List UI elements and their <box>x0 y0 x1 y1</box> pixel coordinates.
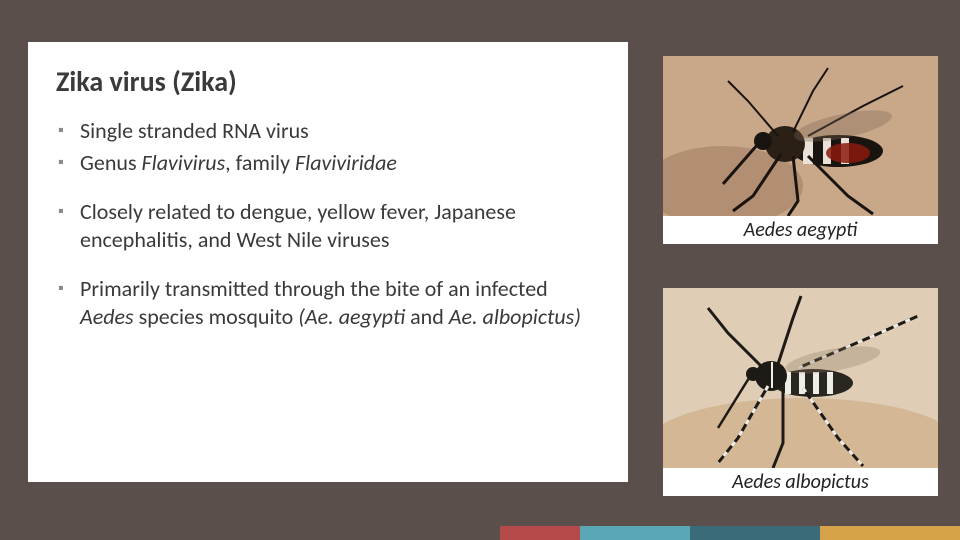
bullet-item: Closely related to dengue, yellow fever,… <box>56 198 600 253</box>
accent-segment <box>690 526 820 540</box>
accent-segment <box>500 526 580 540</box>
slide-title: Zika virus (Zika) <box>56 64 600 99</box>
caption-aedes-aegypti: Aedes aegypti <box>663 216 938 244</box>
accent-segment <box>820 526 960 540</box>
accent-segment <box>580 526 690 540</box>
image-aedes-aegypti <box>663 56 938 216</box>
image-aedes-albopictus <box>663 288 938 468</box>
slide: Zika virus (Zika) Single stranded RNA vi… <box>0 0 960 540</box>
bullet-item: Genus Flavivirus, family Flaviviridae <box>56 149 600 177</box>
bullet-item: Primarily transmitted through the bite o… <box>56 275 600 330</box>
bullet-item: Single stranded RNA virus <box>56 117 600 145</box>
caption-aedes-albopictus: Aedes albopictus <box>663 468 938 496</box>
bullet-list: Single stranded RNA virus Genus Flaviviru… <box>56 117 600 330</box>
content-card: Zika virus (Zika) Single stranded RNA vi… <box>28 42 628 482</box>
mosquito-icon <box>663 56 938 216</box>
accent-bar <box>500 526 960 540</box>
mosquito-icon <box>663 288 938 468</box>
